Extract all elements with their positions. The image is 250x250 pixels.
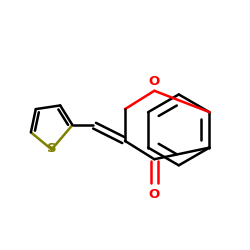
Text: O: O xyxy=(149,188,160,201)
Text: S: S xyxy=(47,142,56,155)
Text: O: O xyxy=(149,75,160,88)
